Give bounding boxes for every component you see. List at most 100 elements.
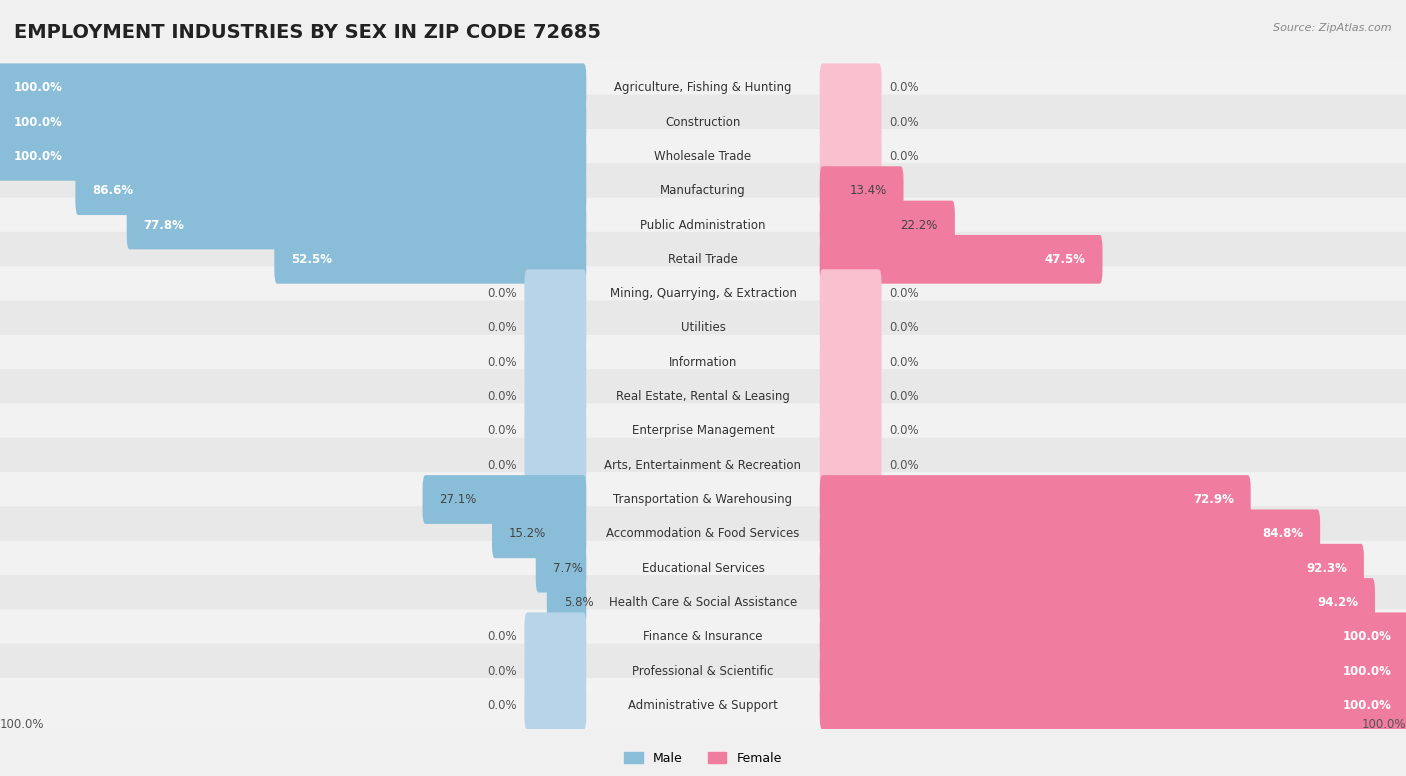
- Text: 84.8%: 84.8%: [1263, 528, 1303, 540]
- Text: Wholesale Trade: Wholesale Trade: [654, 150, 752, 163]
- FancyBboxPatch shape: [423, 475, 586, 524]
- Text: 92.3%: 92.3%: [1306, 562, 1347, 575]
- FancyBboxPatch shape: [820, 372, 882, 421]
- Text: 7.7%: 7.7%: [553, 562, 582, 575]
- FancyBboxPatch shape: [0, 232, 1406, 287]
- FancyBboxPatch shape: [820, 338, 882, 386]
- Text: Manufacturing: Manufacturing: [661, 184, 745, 197]
- FancyBboxPatch shape: [0, 334, 1406, 390]
- Text: Administrative & Support: Administrative & Support: [628, 699, 778, 712]
- Text: 5.8%: 5.8%: [564, 596, 593, 609]
- Text: 27.1%: 27.1%: [440, 493, 477, 506]
- Text: 0.0%: 0.0%: [486, 664, 517, 677]
- FancyBboxPatch shape: [820, 544, 1364, 593]
- FancyBboxPatch shape: [0, 404, 1406, 459]
- Text: 0.0%: 0.0%: [890, 150, 920, 163]
- FancyBboxPatch shape: [0, 64, 586, 112]
- Text: 100.0%: 100.0%: [1343, 630, 1392, 643]
- Text: 0.0%: 0.0%: [486, 287, 517, 300]
- Text: 47.5%: 47.5%: [1045, 253, 1085, 266]
- Text: Agriculture, Fishing & Hunting: Agriculture, Fishing & Hunting: [614, 81, 792, 94]
- Text: 100.0%: 100.0%: [0, 718, 45, 731]
- FancyBboxPatch shape: [524, 441, 586, 490]
- FancyBboxPatch shape: [820, 578, 1375, 627]
- Text: Educational Services: Educational Services: [641, 562, 765, 575]
- Text: 0.0%: 0.0%: [890, 81, 920, 94]
- FancyBboxPatch shape: [0, 678, 1406, 733]
- FancyBboxPatch shape: [0, 266, 1406, 321]
- Legend: Male, Female: Male, Female: [619, 747, 787, 770]
- FancyBboxPatch shape: [0, 541, 1406, 596]
- Text: 0.0%: 0.0%: [890, 116, 920, 129]
- Text: 0.0%: 0.0%: [890, 321, 920, 334]
- Text: Source: ZipAtlas.com: Source: ZipAtlas.com: [1274, 23, 1392, 33]
- FancyBboxPatch shape: [524, 269, 586, 318]
- FancyBboxPatch shape: [820, 646, 1406, 695]
- Text: 100.0%: 100.0%: [1343, 699, 1392, 712]
- Text: 100.0%: 100.0%: [14, 81, 63, 94]
- Text: 0.0%: 0.0%: [486, 459, 517, 472]
- FancyBboxPatch shape: [0, 98, 586, 147]
- FancyBboxPatch shape: [547, 578, 586, 627]
- Text: 13.4%: 13.4%: [849, 184, 887, 197]
- Text: 100.0%: 100.0%: [1361, 718, 1406, 731]
- Text: 94.2%: 94.2%: [1317, 596, 1358, 609]
- Text: Transportation & Warehousing: Transportation & Warehousing: [613, 493, 793, 506]
- Text: 0.0%: 0.0%: [890, 459, 920, 472]
- FancyBboxPatch shape: [820, 269, 882, 318]
- FancyBboxPatch shape: [820, 510, 1320, 558]
- FancyBboxPatch shape: [0, 609, 1406, 664]
- Text: EMPLOYMENT INDUSTRIES BY SEX IN ZIP CODE 72685: EMPLOYMENT INDUSTRIES BY SEX IN ZIP CODE…: [14, 23, 600, 42]
- Text: 22.2%: 22.2%: [901, 219, 938, 231]
- Text: Arts, Entertainment & Recreation: Arts, Entertainment & Recreation: [605, 459, 801, 472]
- FancyBboxPatch shape: [492, 510, 586, 558]
- FancyBboxPatch shape: [820, 612, 1406, 661]
- Text: 15.2%: 15.2%: [509, 528, 546, 540]
- FancyBboxPatch shape: [0, 163, 1406, 218]
- FancyBboxPatch shape: [820, 303, 882, 352]
- FancyBboxPatch shape: [820, 681, 1406, 729]
- FancyBboxPatch shape: [0, 132, 586, 181]
- Text: Health Care & Social Assistance: Health Care & Social Assistance: [609, 596, 797, 609]
- FancyBboxPatch shape: [820, 98, 882, 147]
- FancyBboxPatch shape: [274, 235, 586, 284]
- Text: Finance & Insurance: Finance & Insurance: [644, 630, 762, 643]
- FancyBboxPatch shape: [820, 441, 882, 490]
- Text: 0.0%: 0.0%: [486, 390, 517, 403]
- FancyBboxPatch shape: [0, 61, 1406, 115]
- FancyBboxPatch shape: [0, 472, 1406, 527]
- FancyBboxPatch shape: [524, 681, 586, 729]
- FancyBboxPatch shape: [0, 643, 1406, 698]
- Text: 0.0%: 0.0%: [486, 424, 517, 438]
- FancyBboxPatch shape: [524, 407, 586, 456]
- FancyBboxPatch shape: [0, 575, 1406, 630]
- FancyBboxPatch shape: [820, 407, 882, 456]
- FancyBboxPatch shape: [536, 544, 586, 593]
- FancyBboxPatch shape: [0, 129, 1406, 184]
- FancyBboxPatch shape: [0, 369, 1406, 424]
- Text: 0.0%: 0.0%: [486, 630, 517, 643]
- FancyBboxPatch shape: [820, 475, 1251, 524]
- Text: 0.0%: 0.0%: [890, 355, 920, 369]
- FancyBboxPatch shape: [524, 303, 586, 352]
- Text: 77.8%: 77.8%: [143, 219, 184, 231]
- Text: Construction: Construction: [665, 116, 741, 129]
- Text: 0.0%: 0.0%: [486, 699, 517, 712]
- FancyBboxPatch shape: [820, 132, 882, 181]
- Text: 0.0%: 0.0%: [486, 321, 517, 334]
- FancyBboxPatch shape: [524, 612, 586, 661]
- Text: Utilities: Utilities: [681, 321, 725, 334]
- Text: Retail Trade: Retail Trade: [668, 253, 738, 266]
- Text: Accommodation & Food Services: Accommodation & Food Services: [606, 528, 800, 540]
- Text: 86.6%: 86.6%: [93, 184, 134, 197]
- Text: 0.0%: 0.0%: [486, 355, 517, 369]
- Text: Public Administration: Public Administration: [640, 219, 766, 231]
- Text: 0.0%: 0.0%: [890, 287, 920, 300]
- FancyBboxPatch shape: [0, 438, 1406, 493]
- Text: 72.9%: 72.9%: [1192, 493, 1234, 506]
- Text: 100.0%: 100.0%: [14, 150, 63, 163]
- Text: 52.5%: 52.5%: [291, 253, 332, 266]
- FancyBboxPatch shape: [820, 201, 955, 249]
- FancyBboxPatch shape: [0, 507, 1406, 561]
- FancyBboxPatch shape: [524, 646, 586, 695]
